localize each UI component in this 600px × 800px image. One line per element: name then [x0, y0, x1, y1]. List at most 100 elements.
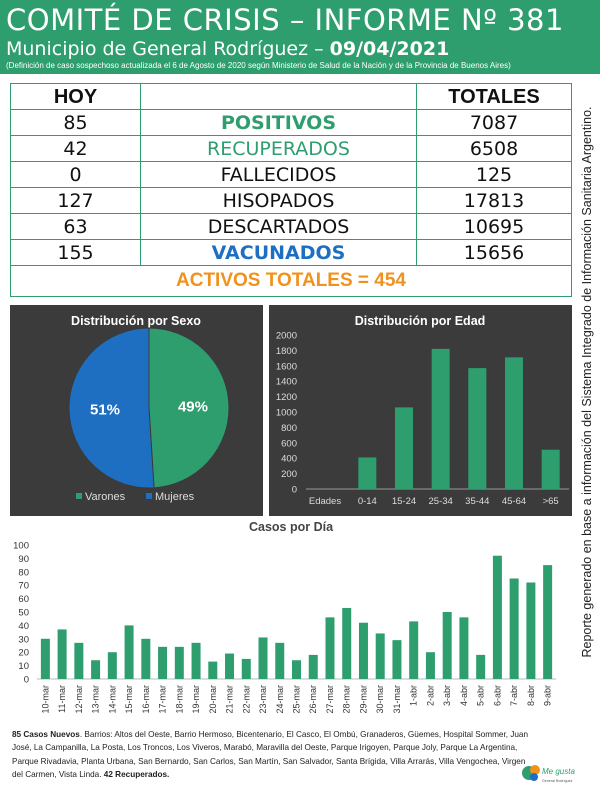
daily-bar-9-abr: [543, 565, 553, 679]
daily-ytick-label: 60: [18, 594, 29, 605]
vacunados-hoy: 155: [11, 240, 141, 266]
daily-ytick-label: 10: [18, 661, 29, 672]
hisopados-total: 17813: [463, 190, 525, 212]
footer-recuperados: 42 Recuperados.: [103, 770, 170, 780]
positivos-hoy: 85: [11, 110, 141, 136]
logo-mark: Me gusta General Rodríguez: [522, 765, 575, 783]
daily-xtick-label: 31-mar: [392, 685, 402, 714]
age-chart-panel: Distribución por Edad 0 200 400 600 800 1000 12…: [269, 305, 572, 516]
daily-xtick-label: 6-abr: [492, 685, 502, 706]
age-ytick-label: 1000: [276, 408, 297, 419]
col-header-blank: [141, 84, 417, 110]
daily-bar-6-abr: [492, 555, 502, 679]
daily-xtick-label: 23-mar: [258, 685, 268, 714]
logo-dot-blue: [530, 773, 538, 781]
daily-xtick-label: 12-mar: [74, 685, 84, 714]
daily-xtick-label: 17-mar: [158, 685, 168, 714]
daily-bar-10-mar: [40, 638, 50, 679]
hisopados-hoy: 127: [11, 188, 141, 214]
legend-label-mujeres: Mujeres: [155, 491, 195, 503]
daily-xtick-label: 27-mar: [325, 685, 335, 714]
daily-xtick-label: 9-abr: [543, 685, 553, 706]
daily-bar-19-mar: [191, 642, 201, 679]
daily-xtick-label: 4-abr: [459, 685, 469, 706]
daily-bar-12-mar: [74, 642, 84, 679]
age-bar->65: [541, 449, 560, 489]
daily-bar-13-mar: [91, 660, 101, 679]
daily-xtick-label: 20-mar: [208, 685, 218, 714]
age-ytick-label: 200: [281, 469, 297, 480]
logo-me-gusta: Me gusta General Rodríguez: [520, 762, 578, 790]
positivos-label: POSITIVOS: [141, 110, 417, 136]
age-bar-35-44: [468, 368, 487, 489]
source-note-vertical: Reporte generado en base a información d…: [578, 86, 596, 678]
daily-xtick-label: 5-abr: [476, 685, 486, 706]
daily-bar-17-mar: [158, 646, 168, 679]
stats-row-vacunados: 155 VACUNADOS 15656: [11, 240, 571, 266]
daily-xtick-label: 14-mar: [107, 685, 117, 714]
daily-bar-15-mar: [124, 625, 134, 679]
footer-barrios-list: . Barrios: Altos del Oeste, Barrio Hermo…: [12, 730, 529, 780]
report-title: COMITÉ DE CRISIS – INFORME Nº 381: [6, 3, 564, 37]
fallecidos-label: FALLECIDOS: [141, 162, 417, 188]
daily-xtick-label: 22-mar: [241, 685, 251, 714]
logo-dot-orange: [530, 765, 540, 775]
daily-bar-25-mar: [292, 660, 301, 679]
age-bar-45-64: [505, 357, 523, 489]
pie-chart-sexo: Distribución por Sexo 49% 51% Varones Mujere…: [68, 314, 230, 503]
age-xtick-label: 25-34: [429, 496, 453, 507]
footer-casos-nuevos: 85 Casos Nuevos: [12, 730, 80, 739]
daily-ytick-label: 20: [18, 648, 29, 659]
daily-ytick-label: 30: [18, 634, 29, 645]
daily-ytick-label: 40: [18, 621, 29, 632]
daily-xtick-label: 10-mar: [40, 685, 50, 714]
daily-bar-11-mar: [57, 629, 67, 679]
fallecidos-total: 125: [475, 164, 513, 186]
daily-cases-panel: Casos por Día 0 10 20 30 40 50 60 70 80 90 100 10-ma…: [10, 517, 572, 715]
daily-ytick-label: 100: [13, 541, 29, 552]
subtitle-municipio: Municipio de General Rodríguez –: [6, 38, 330, 60]
age-ytick-label: 1200: [276, 392, 297, 403]
stats-table: HOY TOTALES 85 POSITIVOS 7087 42 RECUPER…: [10, 83, 572, 297]
daily-xtick-label: 7-abr: [509, 685, 519, 706]
daily-xtick-label: 21-mar: [225, 685, 235, 714]
logo-line2: General Rodríguez: [542, 779, 573, 783]
bar-chart-casos-dia: Casos por Día 0 10 20 30 40 50 60 70 80 90 100 10-ma…: [13, 520, 556, 714]
age-xtick-label: 35-44: [465, 496, 489, 507]
legend-swatch-varones: [76, 493, 82, 499]
daily-xtick-label: 16-mar: [141, 685, 151, 714]
daily-bar-14-mar: [107, 652, 117, 679]
daily-bar-20-mar: [208, 661, 218, 679]
col-header-hoy: HOY: [11, 84, 141, 110]
footer-barrios: 85 Casos Nuevos. Barrios: Altos del Oest…: [12, 728, 532, 782]
daily-bar-4-abr: [459, 617, 469, 679]
stats-row-hisopados: 127 HISOPADOS 17813: [11, 188, 571, 214]
daily-bar-7-abr: [509, 578, 519, 679]
daily-xtick-label: 29-mar: [358, 685, 368, 714]
daily-xtick-label: 24-mar: [275, 685, 285, 714]
daily-bar-26-mar: [308, 654, 318, 679]
fallecidos-hoy: 0: [11, 162, 141, 188]
daily-bar-3-abr: [442, 612, 452, 679]
report-date: 09/04/2021: [329, 38, 450, 60]
daily-bar-23-mar: [258, 637, 268, 679]
definition-note: (Definición de caso sospechoso actualiza…: [6, 61, 511, 70]
daily-bar-21-mar: [225, 653, 235, 679]
daily-bar-31-mar: [392, 640, 402, 679]
age-ytick-label: 1400: [276, 377, 297, 388]
daily-ytick-label: 80: [18, 567, 29, 578]
daily-xtick-label: 2-abr: [425, 685, 435, 706]
descartados-hoy: 63: [11, 214, 141, 240]
pie-label-varones: 49%: [178, 399, 208, 416]
daily-xtick-label: 3-abr: [442, 685, 452, 706]
daily-xtick-label: 8-abr: [526, 685, 536, 706]
stats-row-fallecidos: 0 FALLECIDOS 125: [11, 162, 571, 188]
legend-swatch-mujeres: [146, 493, 152, 499]
descartados-total: 10695: [463, 216, 525, 238]
daily-xtick-label: 11-mar: [57, 685, 67, 713]
daily-ytick-label: 90: [18, 554, 29, 565]
age-ytick-label: 0: [292, 485, 297, 496]
daily-ytick-label: 70: [18, 581, 29, 592]
report-header: COMITÉ DE CRISIS – INFORME Nº 381 Munici…: [0, 0, 600, 74]
daily-bar-16-mar: [141, 638, 151, 679]
